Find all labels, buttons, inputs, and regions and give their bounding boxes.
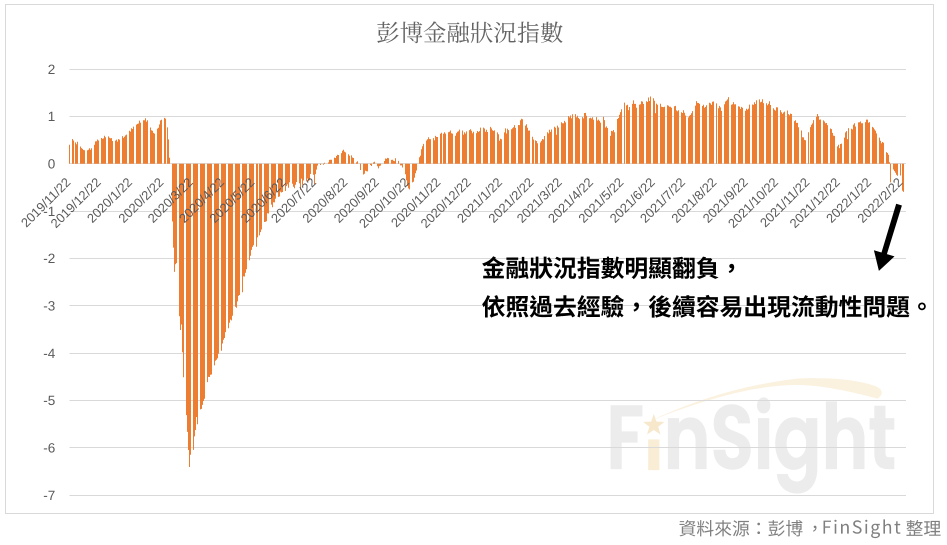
svg-text:-4: -4	[43, 346, 55, 361]
svg-text:-3: -3	[43, 299, 55, 314]
svg-text:1: 1	[48, 109, 56, 124]
svg-text:-2: -2	[43, 251, 55, 266]
svg-text:0: 0	[48, 157, 56, 172]
svg-text:-7: -7	[43, 488, 55, 503]
svg-text:-5: -5	[43, 393, 55, 408]
svg-text:-1: -1	[43, 204, 55, 219]
svg-text:-6: -6	[43, 441, 55, 456]
svg-text:2: 2	[48, 62, 56, 77]
